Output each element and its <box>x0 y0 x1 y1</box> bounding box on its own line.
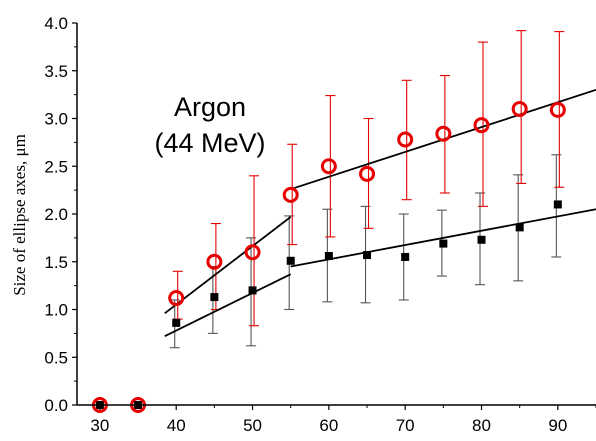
y-tick-label: 0.5 <box>44 348 68 367</box>
square-marker <box>363 251 372 260</box>
circle-marker <box>473 117 490 134</box>
fit-lines <box>164 88 596 338</box>
circle-marker <box>549 101 566 118</box>
y-tick-label: 4.0 <box>44 14 68 33</box>
x-tick-label: 40 <box>167 416 186 435</box>
y-tick-label: 1.0 <box>44 301 68 320</box>
tick-labels: 0.0 0.5 1.0 1.5 2.0 2.5 3.0 3.5 4.0 30 40 50 60 70 80 9… <box>44 14 567 435</box>
y-tick-label: 2.5 <box>44 157 68 176</box>
x-tick-label: 70 <box>396 416 415 435</box>
square-marker <box>515 223 524 232</box>
y-tick-label: 3.5 <box>44 62 68 81</box>
fit-line <box>164 216 292 315</box>
circle-marker <box>397 131 414 148</box>
y-axis-label: Size of ellipse axes, μm <box>10 134 29 296</box>
x-tick-label: 30 <box>90 416 109 435</box>
circle-marker <box>511 100 528 117</box>
square-marker <box>324 252 333 261</box>
x-tick-label: 60 <box>319 416 338 435</box>
x-tick-label: 90 <box>548 416 567 435</box>
annotation-element: Argon <box>174 92 246 122</box>
error-bars <box>169 30 565 349</box>
axes <box>72 22 596 410</box>
square-marker <box>210 293 219 302</box>
circle-marker <box>320 158 337 175</box>
square-marker <box>553 200 562 209</box>
fit-line <box>164 273 292 338</box>
y-tick-label: 0.0 <box>44 396 68 415</box>
y-tick-label: 1.5 <box>44 253 68 272</box>
square-marker <box>172 318 181 327</box>
circle-marker <box>359 165 376 182</box>
circle-marker <box>206 253 223 270</box>
circle-marker <box>435 125 452 142</box>
y-tick-label: 2.0 <box>44 205 68 224</box>
circle-marker <box>244 244 261 261</box>
square-marker <box>477 235 486 244</box>
circle-marker <box>282 186 299 203</box>
annotation-energy: (44 MeV) <box>154 128 265 158</box>
square-marker <box>439 239 448 248</box>
x-tick-label: 50 <box>243 416 262 435</box>
square-marker <box>401 252 410 261</box>
fit-line <box>290 208 596 268</box>
circle-marker <box>168 290 185 307</box>
x-tick-label: 80 <box>472 416 491 435</box>
square-marker <box>286 256 295 265</box>
square-marker <box>248 286 257 295</box>
y-tick-label: 3.0 <box>44 110 68 129</box>
